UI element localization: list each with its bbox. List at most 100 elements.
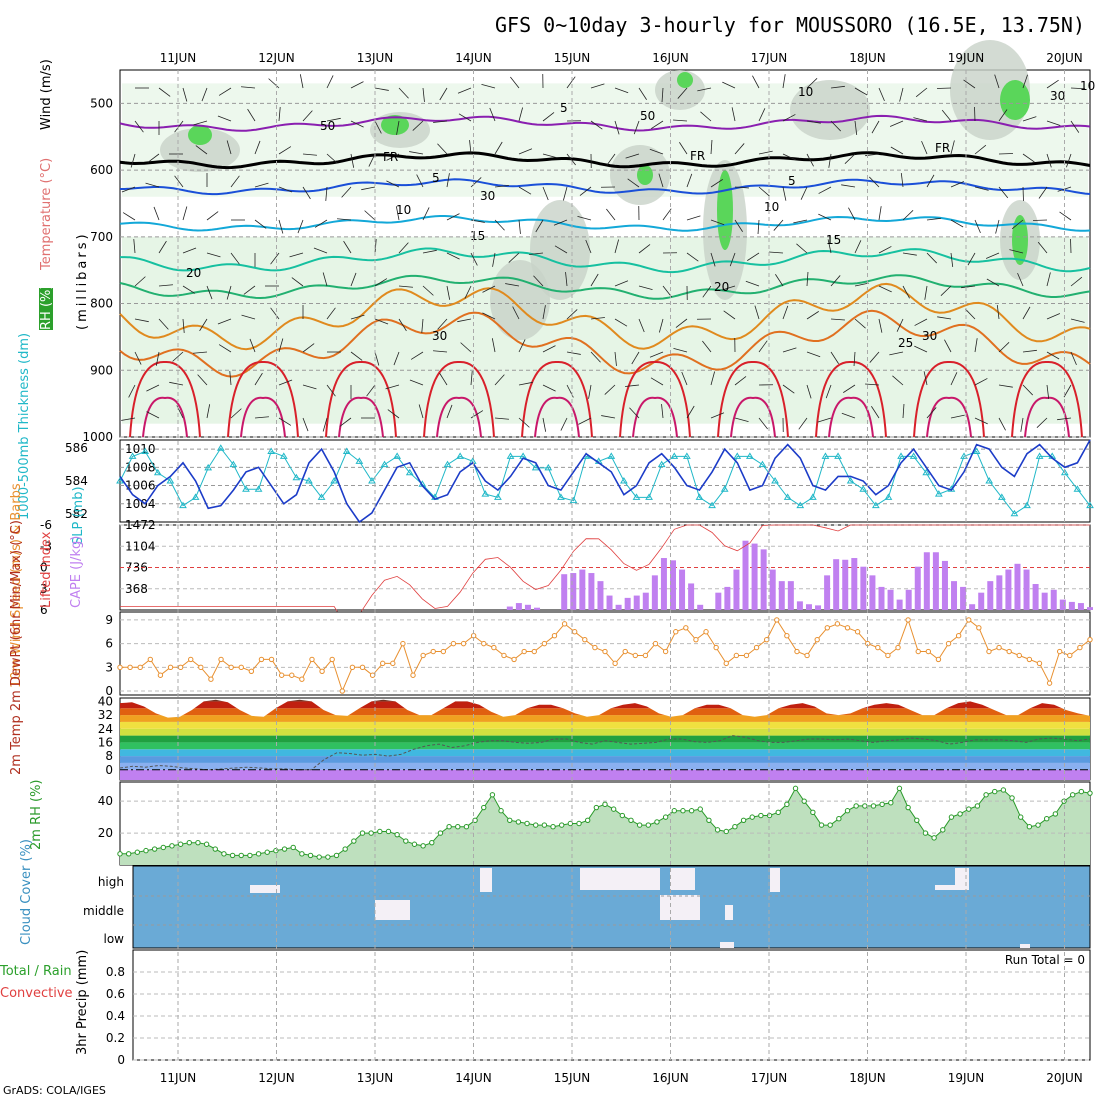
wind-barb: [921, 140, 928, 155]
wind-barb: [182, 87, 188, 102]
li-tick-label: -3: [40, 539, 52, 553]
wind-barb: [270, 307, 280, 320]
thickness-point: [871, 501, 880, 509]
rh-point: [1087, 790, 1093, 796]
ylabel-group: 2m RH (%): [29, 779, 44, 850]
wind-barb: [673, 119, 688, 122]
wind-barb: [243, 285, 256, 295]
wind-barb: [193, 351, 208, 354]
wind-barb: [1046, 272, 1051, 287]
x-tick-label-top: 13JUN: [357, 51, 394, 65]
wind-barb: [914, 318, 928, 326]
thickness-point: [128, 452, 137, 459]
rh-point: [593, 804, 600, 811]
wind-barb: [758, 108, 766, 122]
contour-label: 10: [1080, 79, 1095, 93]
slp-tick-label: 1004: [125, 497, 156, 511]
rh-blob: [530, 200, 590, 300]
rh-point: [914, 817, 920, 824]
wind-barb: [218, 87, 232, 96]
wind-barb: [710, 252, 716, 267]
rh-blob-moist: [1000, 80, 1030, 120]
cloud-bar: [955, 868, 969, 890]
contour-label: 15: [470, 229, 485, 243]
wind-speed-point: [582, 636, 588, 643]
wind-barb: [566, 309, 578, 320]
wind-barb: [387, 409, 400, 419]
wind-barb: [247, 108, 256, 122]
wind-speed-point: [511, 656, 517, 663]
pressure-tick-label: 700: [90, 230, 113, 244]
wind-barb: [174, 175, 184, 188]
wind-barb: [326, 384, 336, 397]
wind-barb: [1070, 87, 1086, 90]
wind-barb: [226, 140, 232, 155]
wind-barb: [604, 384, 616, 395]
wind-barb: [206, 252, 221, 258]
pressure-tick-label: 800: [90, 297, 113, 311]
rh-point: [853, 803, 859, 809]
wind-barb: [633, 120, 640, 135]
wind-barb: [518, 417, 530, 428]
wind-barb: [374, 239, 377, 254]
wind-barb: [158, 240, 167, 254]
wind-barb: [554, 245, 568, 254]
cape-bar: [688, 583, 695, 610]
thickness-point: [796, 501, 805, 509]
wind-barb: [854, 120, 858, 135]
wind-barb: [734, 143, 745, 155]
wind-barb: [806, 120, 821, 124]
wind-barb: [416, 174, 424, 188]
wind-barb: [470, 177, 482, 188]
wind-barb: [950, 414, 965, 419]
wind-speed-point: [571, 629, 578, 635]
wind-barb: [439, 372, 448, 386]
wind-barb: [505, 283, 520, 287]
isotherm-FR: [119, 151, 1091, 170]
wind-barb: [278, 338, 284, 353]
wind-barb: [158, 87, 171, 97]
wind-barb: [871, 406, 880, 419]
thickness-point: [305, 477, 313, 484]
rh-point: [662, 814, 669, 820]
wind-barb: [518, 219, 521, 234]
cloud-bar: [375, 900, 410, 920]
x-tick-label-bottom: 11JUN: [160, 1071, 197, 1085]
wind-barb: [410, 351, 424, 360]
wind-barb: [446, 173, 450, 188]
wind-barb: [446, 213, 460, 221]
wind-barb: [651, 120, 664, 129]
wind-speed-point: [955, 633, 962, 639]
wind-barb: [254, 219, 267, 229]
x-tick-label-bottom: 15JUN: [554, 1071, 591, 1085]
ylabel-wind: Wind (m/s): [39, 59, 54, 130]
wind-barb: [460, 342, 472, 353]
isotherm-hotter: [828, 396, 874, 438]
rh-point: [429, 839, 435, 846]
rh-point: [1035, 822, 1041, 828]
cloud-bar: [1020, 944, 1030, 948]
wind-barb: [697, 87, 712, 92]
panels-layer: 50060070080090010005FR510152030FR5101520…: [0, 40, 1095, 1085]
wind-barb: [446, 404, 453, 419]
ylabel-pressure: (millibars): [75, 231, 90, 330]
rh-point: [221, 851, 227, 857]
wind-speed-point: [814, 636, 820, 643]
wind-barb: [398, 285, 413, 288]
wind-barb: [590, 83, 605, 89]
cloud-level-label: low: [104, 932, 125, 946]
wind-barb: [650, 377, 664, 386]
rh-point: [325, 854, 331, 860]
wind-speed-point: [137, 664, 143, 671]
rh-point: [974, 803, 981, 809]
cape-bar: [1032, 584, 1039, 610]
rh-point: [862, 803, 868, 809]
cape-bar: [769, 569, 776, 610]
thickness-point: [708, 501, 716, 509]
wind-barb: [195, 145, 208, 155]
wind-barb: [915, 87, 928, 98]
wind-barb: [197, 374, 208, 386]
pressure-tick-label: 1000: [82, 430, 113, 444]
rh-point: [203, 841, 210, 847]
wind-barb: [614, 87, 629, 94]
